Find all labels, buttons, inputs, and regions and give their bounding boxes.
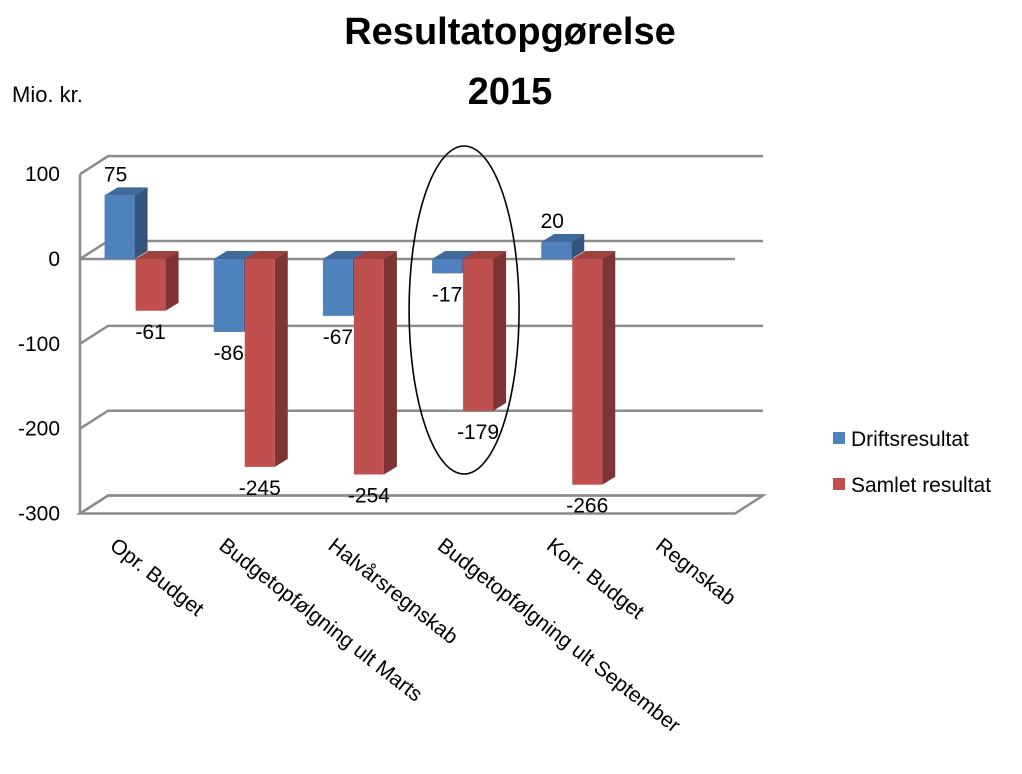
bar-side bbox=[383, 251, 397, 475]
gridline-300 bbox=[79, 494, 763, 515]
bar-samlet-resultat-budgetopf-lgning-ult-september bbox=[463, 251, 507, 411]
data-label-driftsresultat-opr-budget: 75 bbox=[104, 163, 127, 186]
y-tick-label-200: -200 bbox=[18, 418, 60, 441]
bar-driftsresultat-korr-budget bbox=[541, 234, 585, 259]
bar-front bbox=[432, 259, 463, 274]
bar-samlet-resultat-korr-budget bbox=[572, 251, 616, 485]
bar-front bbox=[541, 242, 572, 259]
bars bbox=[104, 187, 616, 485]
data-label-samlet-resultat-opr-budget: -61 bbox=[135, 321, 165, 344]
data-label-driftsresultat-halv-rsregnskab: -67 bbox=[323, 326, 353, 349]
gridline-100 bbox=[79, 324, 763, 345]
y-tick-label-100: -100 bbox=[18, 333, 60, 356]
data-label-driftsresultat-budgetopf-lgning-ult-september: -17 bbox=[432, 283, 462, 306]
bar-side bbox=[274, 251, 288, 467]
bar-side bbox=[134, 187, 148, 259]
bar-top bbox=[572, 251, 616, 259]
floor-plane bbox=[75, 494, 768, 515]
data-label-samlet-resultat-budgetopf-lgning-ult-september: -179 bbox=[457, 421, 499, 444]
gridline-100 bbox=[79, 154, 763, 176]
chart-title-line-2: 2015 bbox=[467, 71, 553, 113]
bar-top bbox=[135, 251, 179, 259]
y-tick-label-300: -300 bbox=[18, 503, 60, 526]
y-tick-label-0: 0 bbox=[48, 248, 60, 271]
y-axis-unit-label: Mio. kr. bbox=[12, 82, 83, 107]
x-tick-label-korr-budget: Korr. Budget bbox=[542, 534, 648, 624]
data-label-samlet-resultat-halv-rsregnskab: -254 bbox=[348, 485, 390, 508]
bar-side bbox=[571, 234, 585, 259]
bar-front bbox=[244, 259, 275, 467]
chart-title-line-1: Resultatopgørelse bbox=[344, 11, 676, 53]
legend-item-driftsresultat: Driftsresultat bbox=[833, 428, 969, 452]
bar-samlet-resultat-opr-budget bbox=[135, 251, 179, 311]
bar-side bbox=[602, 251, 616, 485]
bar-samlet-resultat-budgetopf-lgning-ult-marts bbox=[244, 251, 288, 467]
highlight-ellipse bbox=[408, 145, 520, 475]
data-label-samlet-resultat-budgetopf-lgning-ult-marts: -245 bbox=[239, 477, 281, 500]
bar-top bbox=[213, 251, 257, 259]
bar-side bbox=[165, 251, 179, 311]
gridlines bbox=[75, 154, 768, 515]
bar-driftsresultat-opr-budget bbox=[104, 187, 148, 259]
data-label-driftsresultat-korr-budget: 20 bbox=[541, 210, 564, 233]
bar-samlet-resultat-halv-rsregnskab bbox=[353, 251, 397, 475]
x-axis-ticks: Opr. Budget Budgetopfølgning ult MartsHal… bbox=[106, 534, 741, 738]
data-labels: 75 -61 -86 -245 -67 -254 -17 -179 20 -266 bbox=[104, 163, 608, 517]
bar-top bbox=[353, 251, 397, 259]
bar-front bbox=[322, 259, 353, 316]
legend-swatch-driftsresultat bbox=[833, 432, 845, 445]
bar-front bbox=[135, 259, 166, 311]
gridline-0 bbox=[79, 239, 763, 261]
bar-top bbox=[322, 251, 366, 259]
bar-front bbox=[104, 195, 135, 259]
bar-front bbox=[353, 259, 384, 475]
bar-top bbox=[463, 251, 507, 259]
bar-top bbox=[432, 251, 476, 259]
bar-front bbox=[572, 259, 603, 485]
gridline-200 bbox=[79, 409, 763, 430]
x-tick-label-budgetopf-lgning-ult-marts: Budgetopfølgning ult Marts bbox=[215, 534, 427, 707]
bar-front bbox=[213, 259, 244, 332]
annotations bbox=[408, 145, 520, 475]
legend-label-samlet-resultat: Samlet resultat bbox=[851, 474, 992, 497]
bar-top bbox=[104, 187, 148, 196]
y-axis-ticks: 100 0 -100 -200 -300 bbox=[18, 163, 60, 525]
bar-top bbox=[244, 251, 288, 259]
x-tick-label-regnskab: Regnskab bbox=[651, 534, 740, 610]
bar-side bbox=[493, 251, 507, 411]
bar-front bbox=[463, 259, 494, 411]
data-label-driftsresultat-budgetopf-lgning-ult-marts: -86 bbox=[214, 342, 244, 365]
legend-item-samlet-resultat: Samlet resultat bbox=[833, 474, 991, 498]
data-label-samlet-resultat-korr-budget: -266 bbox=[566, 495, 608, 518]
x-tick-label-opr-budget: Opr. Budget bbox=[106, 534, 209, 621]
y-tick-label-100: 100 bbox=[25, 163, 60, 186]
bar-top bbox=[541, 234, 585, 243]
legend-label-driftsresultat: Driftsresultat bbox=[851, 428, 969, 451]
legend-swatch-samlet-resultat bbox=[833, 478, 845, 491]
